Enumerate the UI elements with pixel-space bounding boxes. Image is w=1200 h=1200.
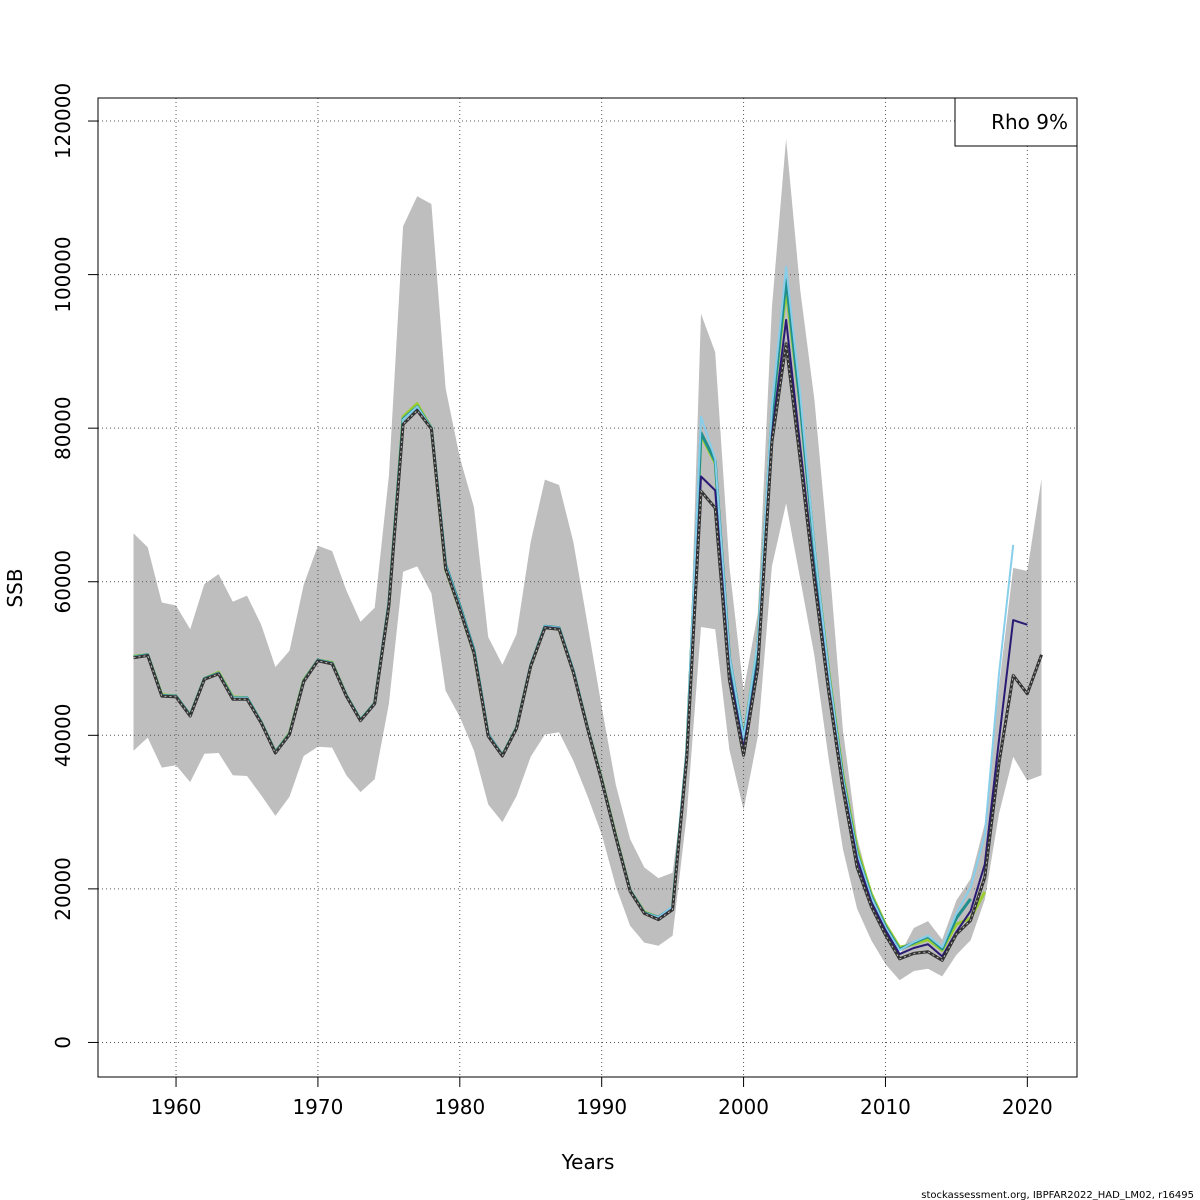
y-tick-label: 20000 (51, 857, 75, 921)
y-tick-label: 80000 (51, 396, 75, 460)
confidence-band (133, 138, 1042, 981)
y-tick-label: 40000 (51, 703, 75, 767)
legend: Rho 9% (954, 97, 1078, 147)
x-axis-title: Years (561, 1150, 615, 1174)
y-axis-title: SSB (3, 568, 27, 607)
y-tick-label: 100000 (51, 236, 75, 312)
x-tick-label: 1980 (434, 1095, 485, 1119)
x-tick-label: 2010 (860, 1095, 911, 1119)
plot-frame (97, 97, 1078, 1078)
y-tick-label: 120000 (51, 83, 75, 159)
legend-box (954, 97, 1078, 147)
y-tick-label: 60000 (51, 550, 75, 614)
y-axis: 0 20000 40000 60000 80000 100000 120000 (51, 83, 98, 1049)
series-layer (133, 265, 1043, 962)
confidence-band-layer (133, 138, 1042, 981)
x-tick-label: 2020 (1002, 1095, 1053, 1119)
x-tick-label: 2000 (718, 1095, 769, 1119)
legend-label: Rho 9% (991, 110, 1068, 134)
x-axis: 1960 1970 1980 1990 2000 2010 2020 (151, 1077, 1053, 1119)
x-tick-label: 1970 (292, 1095, 343, 1119)
x-tick-label: 1960 (151, 1095, 202, 1119)
x-tick-label: 1990 (576, 1095, 627, 1119)
footer-credit: stockassessment.org, IBPFAR2022_HAD_LM02… (921, 1190, 1194, 1200)
y-tick-label: 0 (51, 1036, 75, 1049)
series-line-4-dash (133, 343, 1042, 961)
